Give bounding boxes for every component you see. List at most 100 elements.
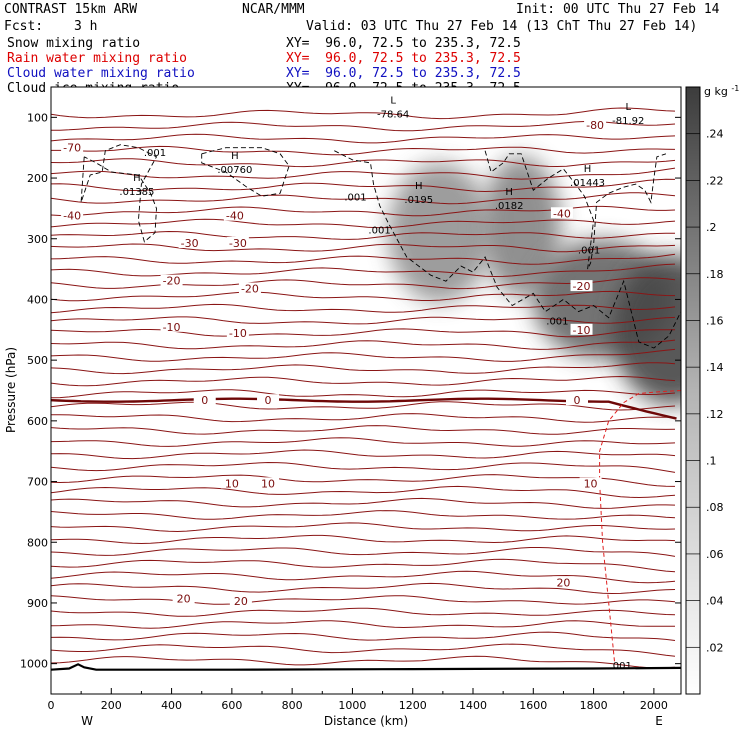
x-tick-label: 2000 <box>640 699 668 712</box>
isotherm <box>51 375 676 387</box>
isotherm <box>51 158 676 168</box>
isotherm-label: 10 <box>584 477 598 490</box>
cloud-ice-contours <box>80 144 681 664</box>
valid-time: Valid: 03 UTC Thu 27 Feb 14 (13 ChT Thu … <box>306 19 698 34</box>
high-marker: H <box>505 187 513 198</box>
y-tick-label: 700 <box>27 476 48 489</box>
field-name-snow: Snow mixing ratio <box>7 36 141 51</box>
init-time: Init: 00 UTC Thu 27 Feb 14 <box>516 2 720 17</box>
colorbar-unit: g kg -1 <box>704 84 739 98</box>
isotherm-label-gap <box>584 119 607 131</box>
colorbar-ticks: .02 .04 .06 .08 .1 .12 .14 .16 .18 .2 .22 .24 <box>686 128 724 654</box>
isotherm <box>51 655 676 669</box>
isotherm-label: -40 <box>553 207 571 220</box>
isotherm-label-gap <box>160 320 183 332</box>
isotherm <box>51 643 676 657</box>
isotherm <box>51 474 676 487</box>
isotherm <box>51 178 676 193</box>
extremum-value: .01385 <box>119 187 154 198</box>
terrain-surface <box>51 663 681 671</box>
isotherm-label-gap <box>257 477 280 489</box>
cloud-ice-contour <box>201 147 290 197</box>
colorbar-tick-label: .18 <box>706 268 724 281</box>
isotherm <box>51 485 676 499</box>
field-xy-rain: XY= 96.0, 72.5 to 235.3, 72.5 <box>286 51 521 66</box>
contour-value-label: .001 <box>344 192 366 203</box>
extremum-value: .01443 <box>570 178 605 189</box>
isotherm-label-gap <box>226 326 249 338</box>
contour-value-label: .001 <box>144 148 166 159</box>
isotherm-label-gap <box>178 236 201 248</box>
high-marker: H <box>584 164 592 175</box>
isotherm <box>51 389 676 399</box>
y-tick-label: 600 <box>27 415 48 428</box>
isotherm <box>51 133 676 144</box>
isotherm-label-gap <box>193 394 216 406</box>
isotherm <box>51 631 676 641</box>
isotherm <box>51 449 676 460</box>
contour-value-label: .001 <box>546 317 568 328</box>
isotherm-label-gap <box>552 576 575 588</box>
x-tick-label: 800 <box>282 699 303 712</box>
isotherm <box>51 303 676 314</box>
high-marker: H <box>133 173 141 184</box>
isotherm <box>51 582 676 595</box>
colorbar-tick-label: .06 <box>706 548 724 561</box>
isotherm-label: 10 <box>261 477 275 490</box>
x-tick-label: 1000 <box>338 699 366 712</box>
isotherm-label-gap <box>61 141 84 153</box>
isotherm-label: -20 <box>163 275 181 288</box>
field-name-rain: Rain water mixing ratio <box>7 51 188 66</box>
isotherm-label-gap <box>238 282 261 294</box>
x-tick-label: 1400 <box>459 699 487 712</box>
isotherm-label-gap <box>257 394 280 406</box>
high-marker: H <box>231 151 239 162</box>
colorbar-unit-exponent: -1 <box>731 84 739 93</box>
isotherm <box>51 570 676 584</box>
isotherm <box>51 362 676 375</box>
terrain-line <box>51 663 681 671</box>
isotherm <box>51 620 675 629</box>
isotherm <box>51 145 676 156</box>
isotherm <box>51 121 676 132</box>
colorbar-tick-label: .08 <box>706 501 724 514</box>
forecast-label: Fcst: <box>4 19 44 34</box>
temperature-contours <box>51 107 677 669</box>
x-tick-label: 0 <box>48 699 55 712</box>
isotherm-label-gap <box>220 477 243 489</box>
isotherm <box>51 167 676 180</box>
colorbar-tick-label: .02 <box>706 641 724 654</box>
cloud-ice-contour <box>80 144 158 243</box>
isotherm-label: 0 <box>201 394 208 407</box>
cloud-ice-contour <box>334 150 681 349</box>
isotherm <box>51 595 676 605</box>
model-title: CONTRAST 15km ARW <box>4 2 138 17</box>
isotherm-label: -20 <box>573 280 591 293</box>
isotherm <box>51 437 676 447</box>
high-marker: H <box>415 181 423 192</box>
colorbar-tick-label: .2 <box>706 221 717 234</box>
isotherm-label: -80 <box>586 119 604 132</box>
y-axis-label: Pressure (hPa) <box>4 347 18 433</box>
isotherm-label: -40 <box>63 210 81 223</box>
isotherm-label-gap <box>550 207 573 219</box>
isotherm-label: -30 <box>181 237 199 250</box>
y-tick-label: 500 <box>27 354 48 367</box>
x-tick-label: 1600 <box>519 699 547 712</box>
plot-frame <box>50 86 682 695</box>
y-tick-label: 100 <box>27 111 48 124</box>
extremum-value: -78.64 <box>377 110 409 121</box>
isotherm-label: 20 <box>234 595 248 608</box>
x-axis-west-label: W <box>81 714 93 728</box>
y-tick-label: 900 <box>27 597 48 610</box>
isotherm <box>51 316 676 325</box>
contour-value-label: .001 <box>578 246 600 257</box>
extremum-value: .00760 <box>217 165 252 176</box>
isotherm-label: -20 <box>241 283 259 296</box>
isotherm <box>51 558 676 573</box>
forecast-hours: 3 h <box>74 19 98 34</box>
isotherm-label-gap <box>570 323 593 335</box>
extremum-value: -81.92 <box>612 116 644 127</box>
isotherm-label: 10 <box>225 477 239 490</box>
